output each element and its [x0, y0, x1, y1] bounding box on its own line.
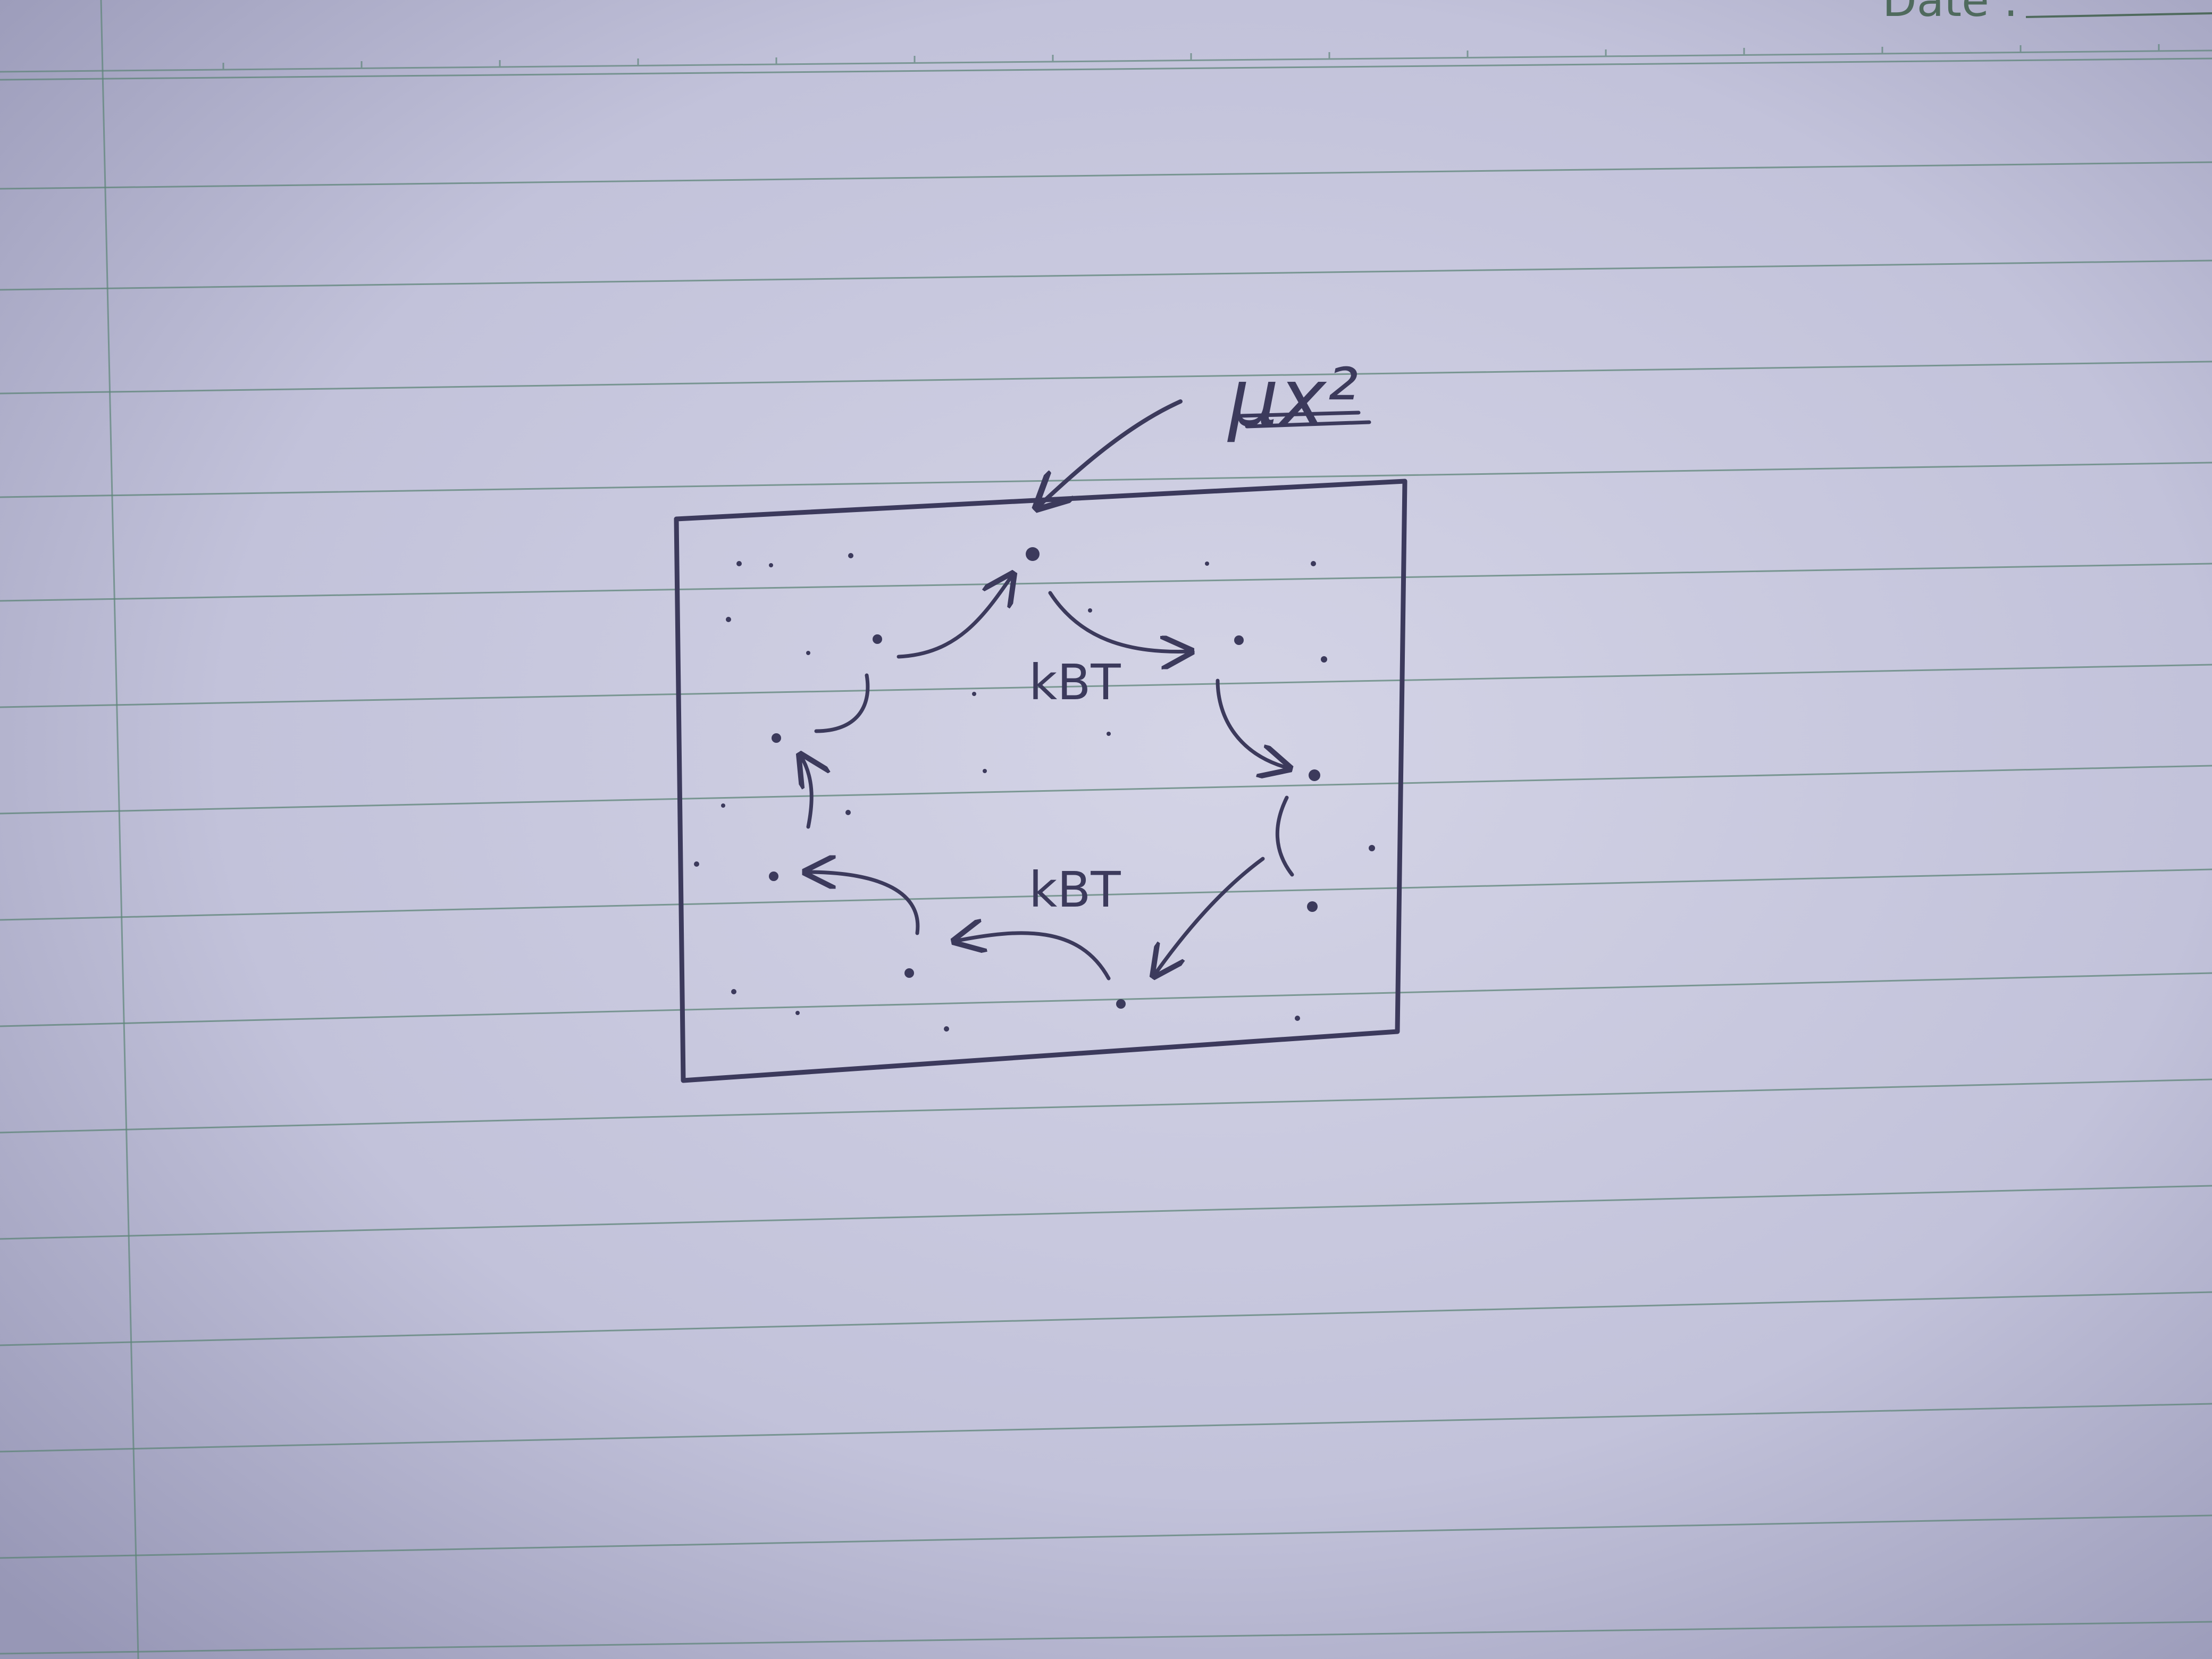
- sketch-diagram: [674, 399, 1407, 1083]
- hopping-arrows: [800, 574, 1292, 978]
- site-bottom: [1116, 999, 1126, 1009]
- site-left-lower: [769, 872, 778, 881]
- hop-arrow-top-right: [1048, 591, 1191, 652]
- header-ruler: [0, 44, 2212, 73]
- date-underline: [2025, 12, 2212, 18]
- ink-specks: [694, 553, 1375, 1032]
- hop-arrow-lower-left: [806, 872, 920, 935]
- date-label: Date :: [1882, 0, 2018, 27]
- hop-arrow-lower-right: [1154, 857, 1265, 976]
- site-upper-right: [1234, 635, 1244, 645]
- hop-arrow-right-lower: [1275, 795, 1294, 877]
- margin-line: [100, 0, 139, 1659]
- site-upper-left: [873, 634, 882, 644]
- rate-label-top: kBT: [1029, 654, 1121, 711]
- rate-label-bottom: kBT: [1029, 861, 1121, 918]
- ruled-lines: [0, 57, 2212, 1655]
- site-left-upper: [772, 733, 781, 743]
- hop-arrow-left: [800, 755, 811, 829]
- lattice-sites: [769, 547, 1320, 1009]
- site-top: [1026, 547, 1040, 561]
- site-lower-right: [1307, 901, 1318, 912]
- hop-arrow-right: [1216, 678, 1289, 768]
- annotation-underline: [1239, 410, 1371, 429]
- hop-arrow-top-left: [896, 574, 1013, 659]
- annotation-label: μx²: [1227, 352, 1358, 445]
- hop-arrow-upper-left: [814, 673, 870, 733]
- lattice-box: [674, 479, 1407, 1083]
- site-lower-left: [904, 968, 914, 978]
- site-right: [1309, 769, 1320, 781]
- hop-arrow-bottom: [954, 933, 1111, 981]
- pointer-arrow: [1037, 399, 1183, 508]
